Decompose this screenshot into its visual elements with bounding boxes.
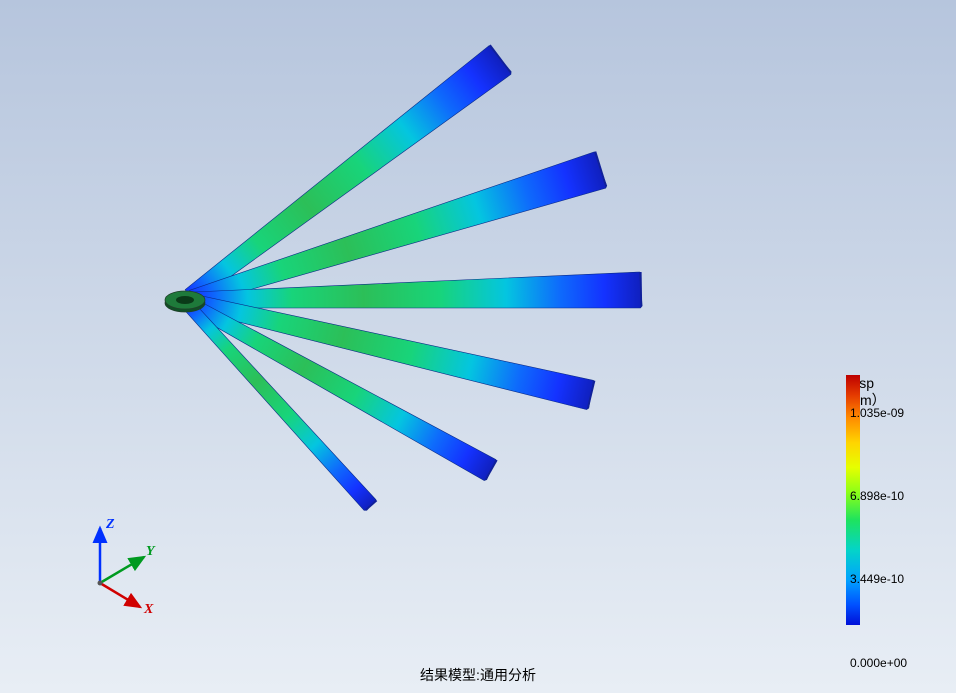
axis-y	[100, 557, 144, 583]
legend-tick: 6.898e-10	[850, 489, 904, 503]
axis-label-z: Z	[105, 517, 115, 532]
color-legend: Disp （m） 1.035e-096.898e-103.449e-100.00…	[846, 375, 936, 663]
axis-label-y: Y	[146, 544, 156, 559]
axis-label-x: X	[143, 602, 154, 613]
triad-origin	[98, 581, 103, 586]
legend-tick: 1.035e-09	[850, 406, 904, 420]
hub-bore	[176, 296, 194, 304]
result-caption: 结果模型:通用分析	[420, 665, 536, 685]
axis-x	[100, 583, 140, 607]
orientation-triad[interactable]: Z Y X	[60, 493, 180, 613]
legend-ticks: 1.035e-096.898e-103.449e-100.000e+00	[850, 413, 936, 663]
legend-tick: 0.000e+00	[850, 656, 907, 670]
legend-tick: 3.449e-10	[850, 572, 904, 586]
fea-viewport[interactable]: Disp （m） 1.035e-096.898e-103.449e-100.00…	[0, 0, 956, 693]
